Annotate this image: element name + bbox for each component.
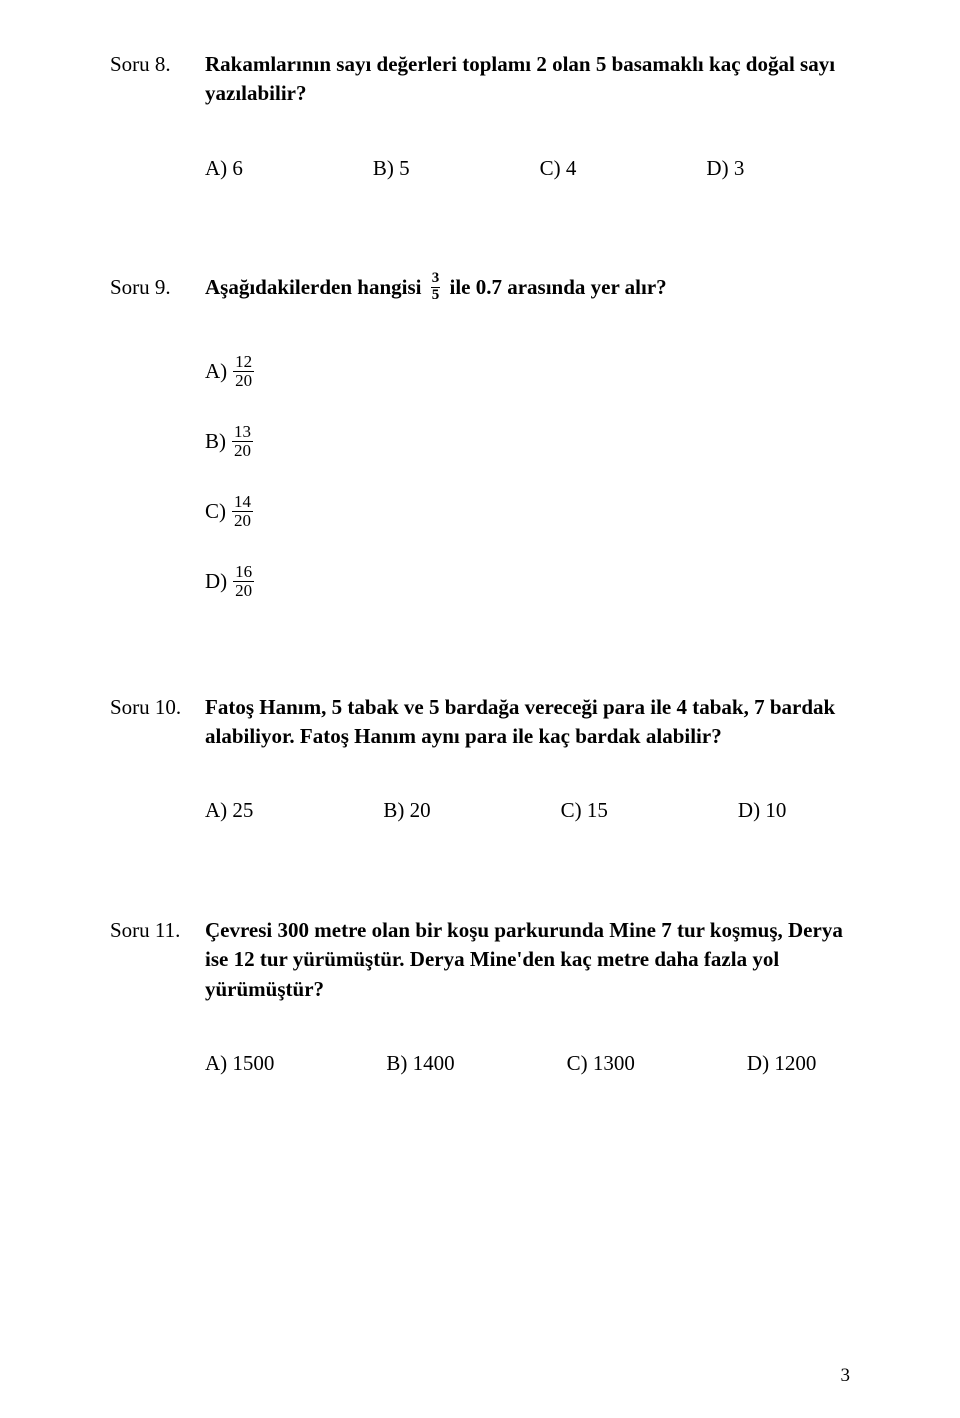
option-b: B) 20 <box>383 796 430 825</box>
option-c: C) 15 <box>561 796 608 825</box>
options-column: A) 12 20 B) 13 20 C) 14 20 <box>205 351 850 603</box>
option-b: B) 5 <box>373 154 410 183</box>
frac-den: 20 <box>232 441 253 460</box>
question-10: Soru 10. Fatoş Hanım, 5 tabak ve 5 barda… <box>110 693 850 826</box>
frac-den: 5 <box>431 287 441 304</box>
option-b-fraction: 13 20 <box>232 423 253 460</box>
question-8: Soru 8. Rakamlarının sayı değerleri topl… <box>110 50 850 183</box>
options-row: A) 1500 B) 1400 C) 1300 D) 1200 <box>205 1049 850 1078</box>
option-d-fraction: 16 20 <box>233 563 254 600</box>
q9-fraction: 35 <box>431 271 441 304</box>
question-text: Fatoş Hanım, 5 tabak ve 5 bardağa verece… <box>205 693 850 752</box>
question-row: Soru 11. Çevresi 300 metre olan bir koşu… <box>110 916 850 1004</box>
option-a-fraction: 12 20 <box>233 353 254 390</box>
option-a: A) 12 20 <box>205 351 850 393</box>
option-a-label: A) <box>205 357 227 386</box>
option-c-label: C) <box>205 497 226 526</box>
question-label: Soru 9. <box>110 273 205 302</box>
question-label: Soru 11. <box>110 916 205 945</box>
question-label: Soru 10. <box>110 693 205 722</box>
option-a: A) 6 <box>205 154 243 183</box>
question-text: Rakamlarının sayı değerleri toplamı 2 ol… <box>205 50 850 109</box>
option-a: A) 1500 <box>205 1049 274 1078</box>
option-b-label: B) <box>205 427 226 456</box>
frac-num: 3 <box>431 271 441 287</box>
question-text: Aşağıdakilerden hangisi 35 ile 0.7 arası… <box>205 273 850 306</box>
frac-den: 20 <box>232 511 253 530</box>
question-row: Soru 9. Aşağıdakilerden hangisi 35 ile 0… <box>110 273 850 306</box>
option-a: A) 25 <box>205 796 253 825</box>
q9-text-before: Aşağıdakilerden hangisi <box>205 275 427 299</box>
option-d: D) 1200 <box>747 1049 816 1078</box>
question-9: Soru 9. Aşağıdakilerden hangisi 35 ile 0… <box>110 273 850 603</box>
option-d-label: D) <box>205 567 227 596</box>
question-row: Soru 10. Fatoş Hanım, 5 tabak ve 5 barda… <box>110 693 850 752</box>
option-b: B) 13 20 <box>205 421 850 463</box>
frac-den: 20 <box>233 371 254 390</box>
option-d: D) 3 <box>706 154 744 183</box>
option-c: C) 4 <box>540 154 577 183</box>
options-row: A) 25 B) 20 C) 15 D) 10 <box>205 796 850 825</box>
frac-num: 13 <box>232 423 253 441</box>
page-number: 3 <box>841 1363 851 1390</box>
q9-text-after: ile 0.7 arasında yer alır? <box>444 275 666 299</box>
question-text: Çevresi 300 metre olan bir koşu parkurun… <box>205 916 850 1004</box>
question-label: Soru 8. <box>110 50 205 79</box>
option-c: C) 14 20 <box>205 491 850 533</box>
frac-den: 20 <box>233 581 254 600</box>
option-d: D) 10 <box>738 796 786 825</box>
frac-num: 12 <box>233 353 254 371</box>
frac-num: 16 <box>233 563 254 581</box>
option-d: D) 16 20 <box>205 561 850 603</box>
question-row: Soru 8. Rakamlarının sayı değerleri topl… <box>110 50 850 109</box>
exam-page: Soru 8. Rakamlarının sayı değerleri topl… <box>0 0 960 1418</box>
frac-num: 14 <box>232 493 253 511</box>
option-c: C) 1300 <box>567 1049 635 1078</box>
option-c-fraction: 14 20 <box>232 493 253 530</box>
question-11: Soru 11. Çevresi 300 metre olan bir koşu… <box>110 916 850 1079</box>
options-row: A) 6 B) 5 C) 4 D) 3 <box>205 154 850 183</box>
option-b: B) 1400 <box>386 1049 454 1078</box>
